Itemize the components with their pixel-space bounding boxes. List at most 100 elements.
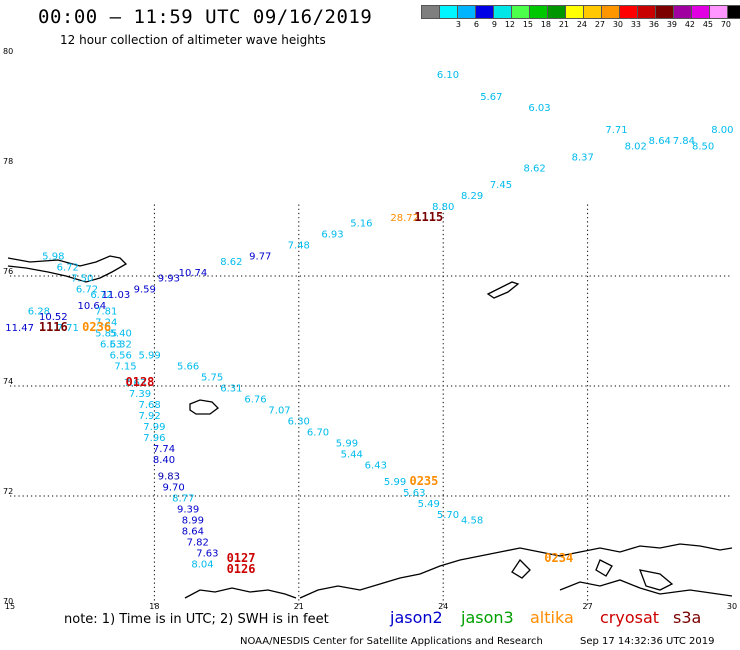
legend-swatch-label: 18: [540, 20, 551, 29]
wave-height-value: 6.76: [244, 395, 266, 406]
pass-time-label: 0126: [227, 562, 256, 576]
wave-height-value: 9.59: [134, 285, 156, 296]
wave-height-value: 5.16: [350, 219, 372, 230]
x-tick-label: 18: [149, 602, 159, 611]
wave-height-value: 8.99: [182, 516, 204, 527]
legend-swatch: [673, 5, 691, 19]
legend-swatch-label: 21: [558, 20, 569, 29]
wave-height-value: 7.48: [288, 241, 310, 252]
map-title: 00:00 — 11:59 UTC 09/16/2019: [38, 6, 373, 28]
legend-swatch-label: 42: [684, 20, 695, 29]
wave-height-value: 7.50: [71, 274, 93, 285]
y-tick-label: 70: [3, 597, 13, 606]
wave-height-value: 7.71: [57, 323, 79, 334]
legend-jason2: jason2: [390, 608, 443, 627]
wave-height-value: 6.72: [57, 263, 79, 274]
wave-height-value: 11.47: [5, 323, 34, 334]
wave-height-value: 7.63: [196, 549, 218, 560]
wave-height-value: 6.53: [100, 340, 122, 351]
coastline-segment: [559, 579, 733, 597]
legend-swatch-label: 15: [522, 20, 533, 29]
legend-swatch-label: 24: [576, 20, 587, 29]
wave-height-value: 8.04: [191, 560, 213, 571]
wave-height-value: 7.74: [153, 444, 175, 455]
legend-swatch-label: 33: [630, 20, 641, 29]
wave-height-value: 5.44: [341, 450, 363, 461]
y-tick-label: 76: [3, 267, 13, 276]
axis-ticks: 15 18 21 24 27 30 80 78 76 74 72 70: [3, 47, 737, 611]
legend-swatch: [709, 5, 727, 19]
wave-height-value: 8.37: [572, 153, 594, 164]
pass-time-label: 0236: [82, 320, 111, 334]
wave-height-value: 10.64: [78, 301, 107, 312]
legend-swatch: [421, 5, 439, 19]
legend-s3a: s3a: [673, 608, 702, 627]
wave-height-value: 7.92: [138, 411, 160, 422]
wave-height-value: 6.93: [321, 230, 343, 241]
x-tick-label: 30: [727, 602, 737, 611]
wave-height-value: 6.72: [90, 290, 112, 301]
legend-swatch-label: 36: [648, 20, 659, 29]
wave-height-value: 7.45: [490, 180, 512, 191]
legend-swatch-label: 12: [504, 20, 515, 29]
legend-swatch-label: 30: [612, 20, 623, 29]
coastline-segment: [184, 587, 297, 599]
wave-height-value: 7.07: [268, 406, 290, 417]
generated-timestamp: Sep 17 14:32:36 UTC 2019: [580, 636, 715, 647]
wave-height-value: 8.50: [692, 142, 714, 153]
x-tick-label: 24: [438, 602, 448, 611]
wave-height-value: 5.99: [384, 477, 406, 488]
wave-height-value: 8.40: [153, 455, 175, 466]
pass-time-label: 1116: [39, 320, 68, 334]
x-tick-label: 27: [583, 602, 593, 611]
coastline: [7, 255, 733, 599]
wave-height-value: 7.63: [124, 378, 146, 389]
legend-swatch-label: 70: [720, 20, 731, 29]
pass-time-label: 0128: [126, 375, 155, 389]
wave-height-value: 5.75: [201, 373, 223, 384]
legend-swatch-label: 39: [666, 20, 677, 29]
map-grid: [10, 204, 732, 606]
legend-swatch-label: 45: [702, 20, 713, 29]
pass-time-label: 0235: [409, 474, 438, 488]
wave-height-value: 6.28: [28, 307, 50, 318]
wave-height-value: 7.82: [187, 538, 209, 549]
footer-note: note: 1) Time is in UTC; 2) SWH is in fe…: [64, 612, 329, 627]
wave-height-value: 5.70: [437, 510, 459, 521]
wave-height-value: 10.52: [39, 312, 68, 323]
wave-height-value: 5.66: [177, 362, 199, 373]
legend-swatch-label: 6: [473, 20, 479, 29]
wave-height-value: 5.63: [403, 488, 425, 499]
legend-swatch: [601, 5, 619, 19]
pass-time-label: 0127: [227, 551, 256, 565]
wave-height-value: 7.68: [138, 400, 160, 411]
legend-swatch: [475, 5, 493, 19]
wave-height-value: 5.98: [42, 252, 64, 263]
wave-height-value: 7.15: [114, 362, 136, 373]
legend-swatch: [619, 5, 637, 19]
wave-height-value: 28.72: [390, 213, 419, 224]
wave-height-value: 5.99: [138, 351, 160, 362]
legend-swatch: [727, 5, 740, 19]
observations-layer: 6.105.676.037.718.64 7.848.008.02 8.508.37…: [5, 70, 733, 571]
wave-height-value: 5.85: [95, 329, 117, 340]
wave-height-value: 7.99: [143, 422, 165, 433]
wave-height-value: 5.40: [110, 329, 132, 340]
wave-height-value: 5.67: [480, 92, 502, 103]
y-tick-label: 80: [3, 47, 13, 56]
x-tick-label: 21: [294, 602, 304, 611]
wave-height-value: 7.84: [673, 136, 695, 147]
legend-swatch-label: 27: [594, 20, 605, 29]
wave-height-value: 6.32: [110, 340, 132, 351]
wave-height-value: 6.72: [76, 285, 98, 296]
wave-height-value: 8.80: [432, 202, 454, 213]
wave-height-value: 6.30: [288, 417, 310, 428]
wave-height-value: 9.83: [158, 472, 180, 483]
map-subtitle: 12 hour collection of altimeter wave hei…: [60, 33, 326, 47]
legend-swatch-label: 9: [491, 20, 497, 29]
wave-height-value: 10.74: [179, 268, 208, 279]
wave-height-value: 6.70: [307, 428, 329, 439]
